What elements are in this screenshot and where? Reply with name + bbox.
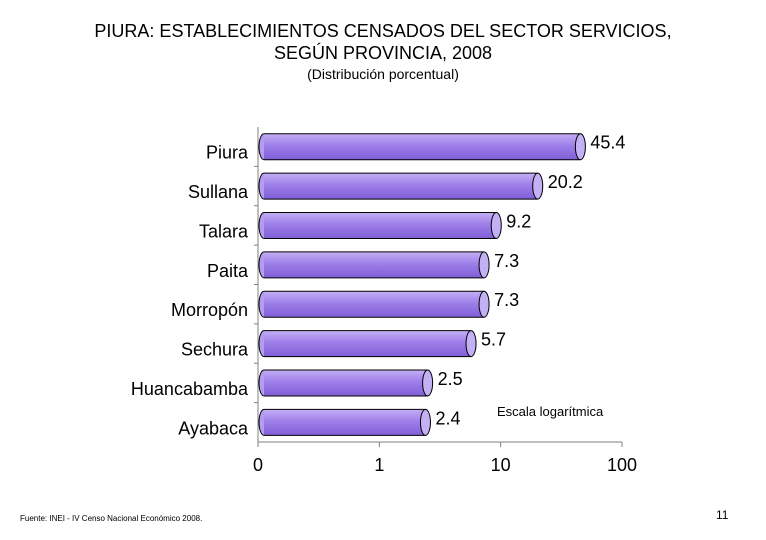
value-label: 2.4 [435,408,460,428]
value-label: 5.7 [481,330,506,350]
bar-huancabamba [264,369,428,396]
bar-end-cap [465,330,477,358]
value-label: 2.5 [438,369,463,389]
x-tick-label-2: 10 [491,455,511,475]
bar-end-cap [478,251,490,279]
page-number: 11 [716,508,729,522]
value-label: 9.2 [506,211,531,231]
category-label: Talara [199,221,249,241]
chart-subtitle: (Distribución porcentual) [307,66,459,82]
category-label: Ayabaca [178,418,249,438]
bar-end-cap [574,133,586,161]
bar-talara [264,212,497,239]
bar-paita [264,251,485,278]
scale-annotation: Escala logarítmica [497,404,604,419]
value-label: 45.4 [590,133,625,153]
bar-ayabaca [264,409,426,436]
category-label: Paita [207,261,249,281]
bar-sechura [264,330,472,357]
value-label: 20.2 [548,172,583,192]
source-note: Fuente: INEI - IV Censo Nacional Económi… [20,514,203,523]
category-label: Sechura [181,340,249,360]
chart-title-line1: PIURA: ESTABLECIMIENTOS CENSADOS DEL SEC… [94,21,672,41]
x-tick-label-0: 0 [253,455,263,475]
bar-end-cap [532,172,544,200]
bar-end-cap [490,211,502,239]
bar-end-cap [478,290,490,318]
bar-sullana [264,173,538,200]
category-label: Morropón [171,300,248,320]
category-label: Huancabamba [131,379,249,399]
bar-morropón [264,291,485,318]
chart-title: PIURA: ESTABLECIMIENTOS CENSADOS DEL SEC… [0,20,766,64]
category-label: Piura [206,143,249,163]
value-label: 7.3 [494,290,519,310]
x-tick-label-3: 100 [607,455,637,475]
chart-title-line2: SEGÚN PROVINCIA, 2008 [273,43,493,63]
bar-end-cap [419,408,431,436]
bar-piura [264,133,581,160]
x-tick-label-1: 1 [374,455,384,475]
bar-end-cap [422,369,434,397]
category-label: Sullana [188,182,249,202]
value-label: 7.3 [494,251,519,271]
